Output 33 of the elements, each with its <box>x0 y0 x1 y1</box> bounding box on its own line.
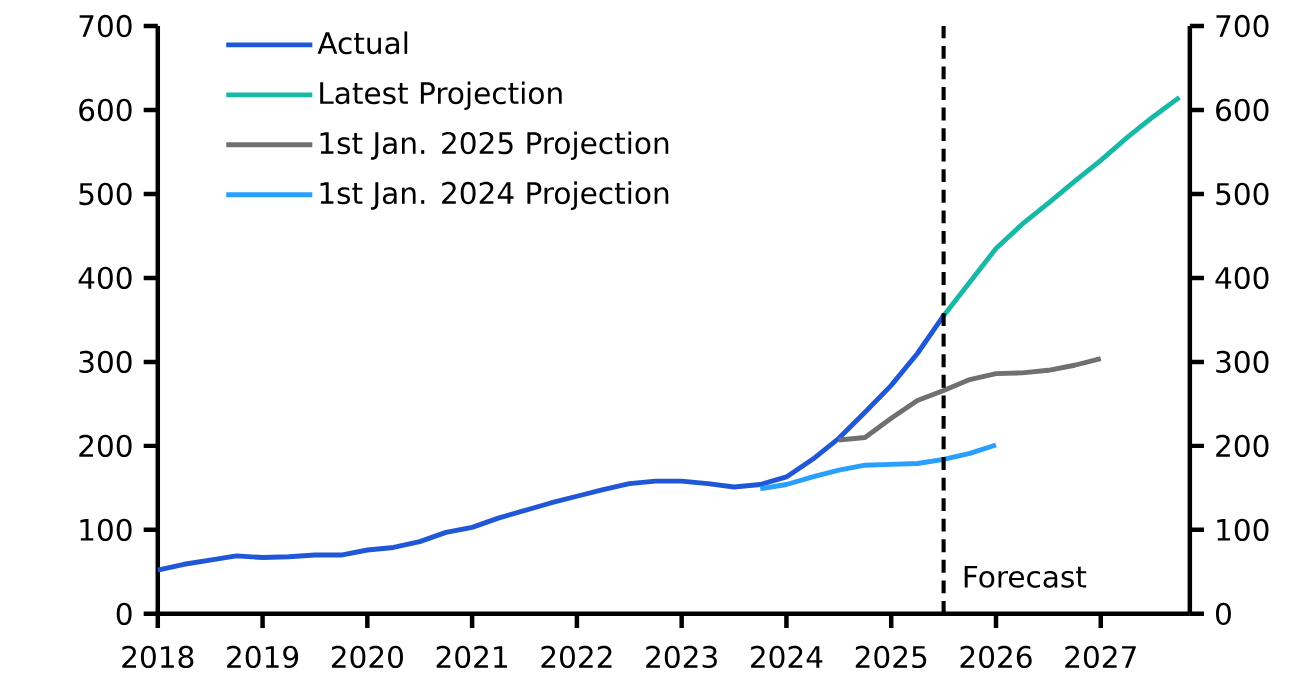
legend-label: Latest Projection <box>320 81 562 110</box>
y2-tick-label: 300 <box>79 350 132 373</box>
line-series <box>757 442 999 491</box>
y2-tick-label: 400 <box>78 266 132 289</box>
y-tick-label: 300 <box>1216 350 1269 373</box>
x-tick-label: 2019 <box>227 645 299 668</box>
x-tick-label: 2024 <box>751 645 823 668</box>
y-tick-label: 600 <box>1216 98 1269 121</box>
y2-tick-label: 200 <box>79 434 132 457</box>
y-tick-label: 700 <box>1216 14 1269 38</box>
y2-tick-label: 0 <box>116 602 132 625</box>
legend-label: 1st Jan. 2025 Projection <box>320 131 669 160</box>
x-tick-label: 2025 <box>855 645 927 668</box>
y2-tick-label: 700 <box>79 14 132 38</box>
y-tick-label: 500 <box>1216 182 1269 205</box>
x-tick-label: 2022 <box>541 645 612 668</box>
x-tick-label: 2018 <box>122 645 194 668</box>
x-tick-label: 2021 <box>436 645 507 668</box>
legend-label: Actual <box>317 31 408 55</box>
x-tick-label: 2026 <box>960 645 1032 668</box>
legend-label: 1st Jan. 2024 Projection <box>320 181 669 210</box>
x-tick-label: 2027 <box>1065 645 1136 668</box>
x-tick-label: 2020 <box>331 645 403 668</box>
y2-tick-label: 600 <box>79 98 132 121</box>
ref-line-label: Forecast <box>964 565 1087 588</box>
y-tick-label: 400 <box>1215 266 1269 289</box>
y2-tick-label: 100 <box>80 518 132 541</box>
y-tick-label: 0 <box>1215 602 1231 625</box>
x-tick-label: 2023 <box>646 645 717 668</box>
y-tick-label: 100 <box>1217 518 1269 541</box>
line-series <box>836 355 1104 443</box>
y-tick-label: 200 <box>1216 434 1269 457</box>
y2-tick-label: 500 <box>79 182 132 205</box>
